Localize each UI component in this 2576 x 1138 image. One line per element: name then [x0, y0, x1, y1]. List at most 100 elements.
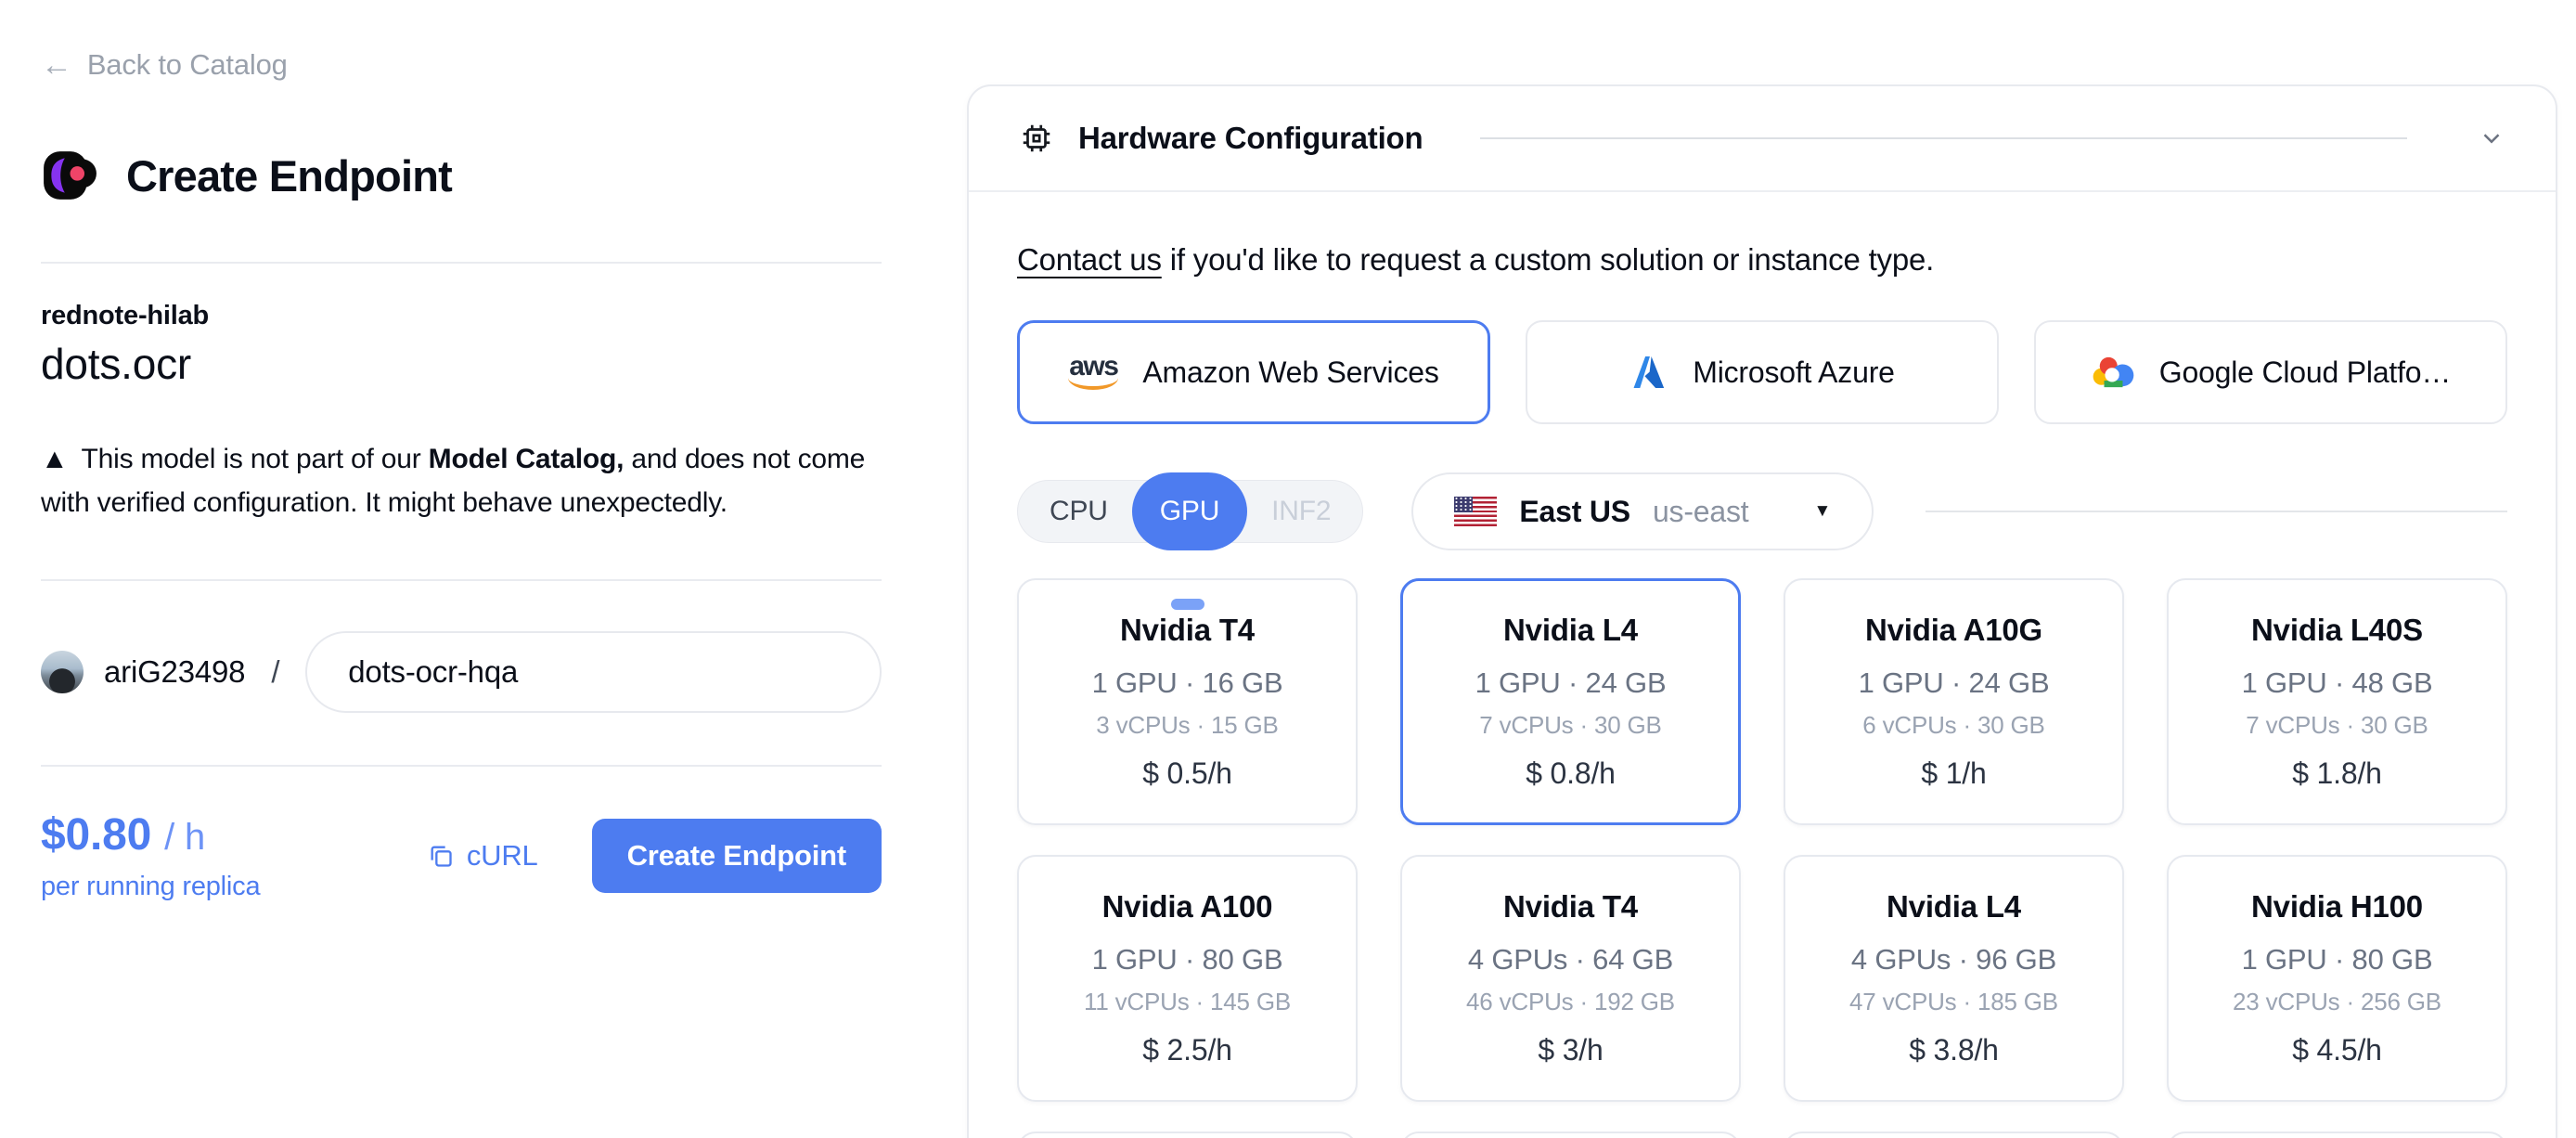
instance-card-l40s[interactable]: Nvidia L40S 1 GPU · 48 GB 7 vCPUs · 30 G…	[2167, 578, 2507, 825]
instance-cpu-spec: 46 vCPUs · 192 GB	[1466, 988, 1675, 1015]
provider-gcp-button[interactable]: Google Cloud Platfo…	[2034, 320, 2507, 424]
warning-text-suffix: and does not come with verified configur…	[41, 444, 866, 519]
provider-azure-button[interactable]: Microsoft Azure	[1526, 320, 1999, 424]
contact-line: Contact us if you'd like to request a cu…	[1017, 242, 2507, 278]
instance-name: Nvidia L40S	[2251, 613, 2423, 647]
price-block: $0.80 / h per running replica	[41, 809, 428, 902]
accelerator-option-gpu[interactable]: GPU	[1131, 472, 1248, 550]
instance-name: Nvidia A10G	[1865, 613, 2042, 647]
instance-cpu-spec: 11 vCPUs · 145 GB	[1084, 988, 1291, 1015]
instance-card-h100[interactable]: Nvidia H100 1 GPU · 80 GB 23 vCPUs · 256…	[2167, 855, 2507, 1102]
instance-name: Nvidia L4	[1887, 889, 2021, 924]
hardware-configuration-panel: Hardware Configuration Contact us if you…	[967, 84, 2557, 1138]
warning-text-bold: Model Catalog,	[428, 444, 625, 474]
divider	[41, 262, 882, 264]
hardware-configuration-header[interactable]: Hardware Configuration	[969, 86, 2556, 192]
back-arrow-icon: ←	[41, 47, 72, 83]
instance-card-partial[interactable]	[2167, 1132, 2507, 1138]
instance-gpu-spec: 1 GPU · 24 GB	[1858, 666, 2050, 699]
header-rule	[1480, 137, 2407, 139]
instance-name: Nvidia A100	[1101, 889, 1273, 924]
inference-endpoints-logo-icon	[44, 151, 97, 200]
instance-name: Nvidia H100	[2251, 889, 2423, 924]
instance-card-a10g[interactable]: Nvidia A10G 1 GPU · 24 GB 6 vCPUs · 30 G…	[1784, 578, 2124, 825]
instance-price: $ 3/h	[1538, 1033, 1604, 1067]
back-to-catalog-link[interactable]: ← Back to Catalog	[41, 48, 882, 82]
instance-gpu-spec: 4 GPUs · 96 GB	[1850, 943, 2057, 976]
copy-icon	[431, 846, 452, 867]
instance-card-t4-4[interactable]: Nvidia T4 4 GPUs · 64 GB 46 vCPUs · 192 …	[1400, 855, 1741, 1102]
cloud-provider-selector: aws Amazon Web Services Microsoft Azure	[1017, 320, 2507, 424]
instance-gpu-spec: 1 GPU · 48 GB	[2241, 666, 2433, 699]
instance-cpu-spec: 6 vCPUs · 30 GB	[1862, 711, 2045, 739]
provider-aws-label: Amazon Web Services	[1142, 355, 1439, 389]
gcp-logo-icon	[2093, 356, 2134, 388]
page-title: Create Endpoint	[126, 150, 453, 200]
pricing-and-actions-row: $0.80 / h per running replica cURL Creat…	[41, 809, 882, 902]
region-code: us-east	[1652, 494, 1749, 528]
instance-name: Nvidia L4	[1503, 613, 1638, 647]
accelerator-toggle: CPU GPU INF2	[1017, 472, 1364, 550]
instance-gpu-spec: 1 GPU · 80 GB	[2241, 943, 2433, 976]
contact-us-link[interactable]: Contact us	[1017, 242, 1162, 277]
instance-card-partial[interactable]	[1017, 1132, 1358, 1138]
instance-gpu-spec: 1 GPU · 80 GB	[1091, 943, 1283, 976]
instance-card-a100[interactable]: Nvidia A100 1 GPU · 80 GB 11 vCPUs · 145…	[1017, 855, 1358, 1102]
instance-gpu-spec: 1 GPU · 24 GB	[1475, 666, 1667, 699]
instance-cpu-spec: 23 vCPUs · 256 GB	[2233, 988, 2441, 1015]
page-title-row: Create Endpoint	[41, 149, 882, 202]
warning-text-prefix: This model is not part of our	[81, 444, 429, 474]
instance-price: $ 1.8/h	[2292, 757, 2382, 790]
accelerator-and-region-row: CPU GPU INF2 East US us-east ▼	[1017, 472, 2507, 550]
endpoint-name-input[interactable]	[305, 630, 882, 713]
instance-price: $ 0.5/h	[1142, 757, 1232, 790]
dropdown-caret-icon: ▼	[1813, 501, 1832, 521]
owner-separator: /	[271, 653, 280, 689]
provider-aws-button[interactable]: aws Amazon Web Services	[1017, 320, 1490, 424]
model-name: dots.ocr	[41, 340, 192, 388]
warning-icon: ▲︎	[41, 444, 69, 474]
instance-cpu-spec: 47 vCPUs · 185 GB	[1849, 988, 2058, 1015]
instance-cpu-spec: 7 vCPUs · 30 GB	[2246, 711, 2428, 739]
provider-azure-label: Microsoft Azure	[1693, 355, 1895, 389]
region-name: East US	[1519, 494, 1630, 528]
divider	[41, 764, 882, 767]
chevron-down-icon[interactable]	[2478, 124, 2505, 152]
instance-price: $ 1/h	[1921, 757, 1987, 790]
provider-gcp-label: Google Cloud Platfo…	[2158, 355, 2452, 389]
instance-card-partial[interactable]	[1784, 1132, 2124, 1138]
instance-gpu-spec: 4 GPUs · 64 GB	[1467, 943, 1674, 976]
curl-button[interactable]: cURL	[428, 839, 538, 873]
region-dropdown[interactable]: East US us-east ▼	[1411, 472, 1874, 550]
price-amount: $0.80	[41, 809, 152, 860]
curl-label: cURL	[466, 838, 538, 872]
endpoint-summary-column: ← Back to Catalog Create Endpoint rednot…	[41, 0, 882, 902]
us-flag-icon	[1454, 497, 1498, 526]
price-unit: / h	[164, 816, 205, 858]
instance-card-l4-4[interactable]: Nvidia L4 4 GPUs · 96 GB 47 vCPUs · 185 …	[1784, 855, 2124, 1102]
instance-card-partial[interactable]	[1400, 1132, 1741, 1138]
accelerator-option-inf2[interactable]: INF2	[1271, 496, 1332, 526]
user-avatar	[41, 650, 84, 693]
chip-icon	[1023, 124, 1050, 152]
create-endpoint-button[interactable]: Create Endpoint	[591, 818, 882, 893]
instance-name: Nvidia T4	[1120, 613, 1255, 647]
divider	[41, 578, 882, 581]
instance-price: $ 2.5/h	[1142, 1033, 1232, 1067]
instance-card-l4-1-selected[interactable]: Nvidia L4 1 GPU · 24 GB 7 vCPUs · 30 GB …	[1400, 578, 1741, 825]
endpoint-name-row: ariG23498 /	[41, 630, 882, 713]
row-rule	[1926, 511, 2507, 512]
accelerator-option-cpu[interactable]: CPU	[1050, 496, 1108, 526]
instance-card-t4-1[interactable]: Nvidia T4 1 GPU · 16 GB 3 vCPUs · 15 GB …	[1017, 578, 1358, 825]
instance-price: $ 0.8/h	[1526, 757, 1616, 790]
instance-gpu-spec: 1 GPU · 16 GB	[1091, 666, 1283, 699]
hardware-configuration-body: Contact us if you'd like to request a cu…	[969, 192, 2556, 1138]
model-catalog-warning: ▲︎ This model is not part of our Model Ca…	[41, 437, 882, 525]
aws-logo-icon: aws	[1068, 353, 1119, 390]
instance-price: $ 4.5/h	[2292, 1033, 2382, 1067]
panel-title: Hardware Configuration	[1078, 121, 1423, 155]
price-note: per running replica	[41, 871, 261, 901]
azure-logo-icon	[1633, 356, 1665, 388]
model-org: rednote-hilab	[41, 301, 210, 330]
owner-username: ariG23498	[104, 653, 246, 689]
